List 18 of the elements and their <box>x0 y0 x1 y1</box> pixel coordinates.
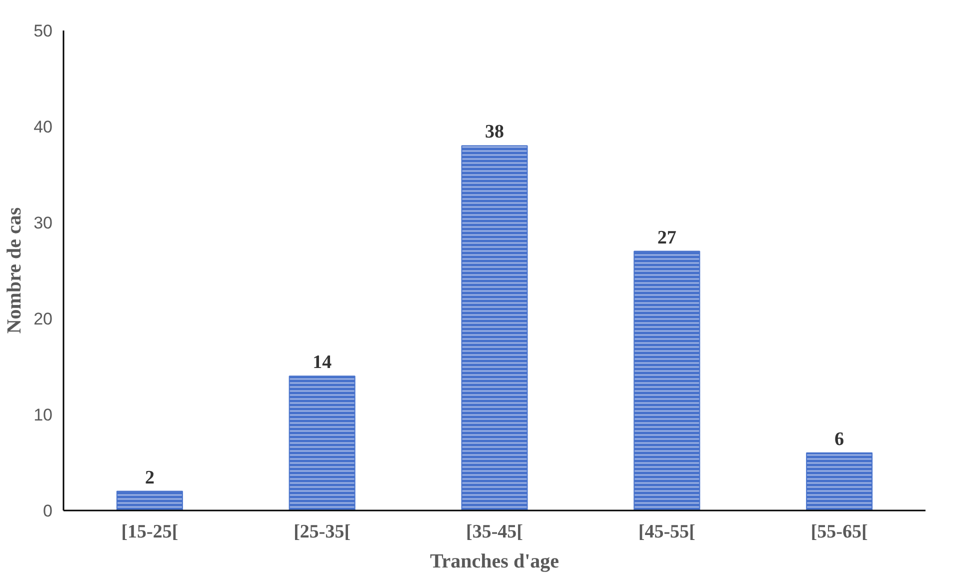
data-label: 27 <box>657 227 677 248</box>
y-axis-title: Nombre de cas <box>4 207 26 334</box>
y-tick-label: 40 <box>34 118 53 136</box>
x-tick-label: [25-35[ <box>294 522 351 542</box>
y-tick-label: 20 <box>34 310 53 328</box>
x-axis-title: Tranches d'age <box>430 550 560 572</box>
y-tick-label: 0 <box>43 502 53 520</box>
x-tick-label: [15-25[ <box>121 522 178 542</box>
data-label: 38 <box>485 122 504 143</box>
data-label: 14 <box>312 352 332 374</box>
x-tick-label: [35-45[ <box>466 522 523 542</box>
y-tick-label: 50 <box>34 22 53 40</box>
x-tick-label: [55-65[ <box>810 522 868 542</box>
data-label: 2 <box>144 467 154 488</box>
y-tick-label: 10 <box>34 406 53 424</box>
y-tick-label: 30 <box>34 214 53 232</box>
data-label: 6 <box>834 428 844 450</box>
x-tick-label: [45-55[ <box>638 522 696 542</box>
